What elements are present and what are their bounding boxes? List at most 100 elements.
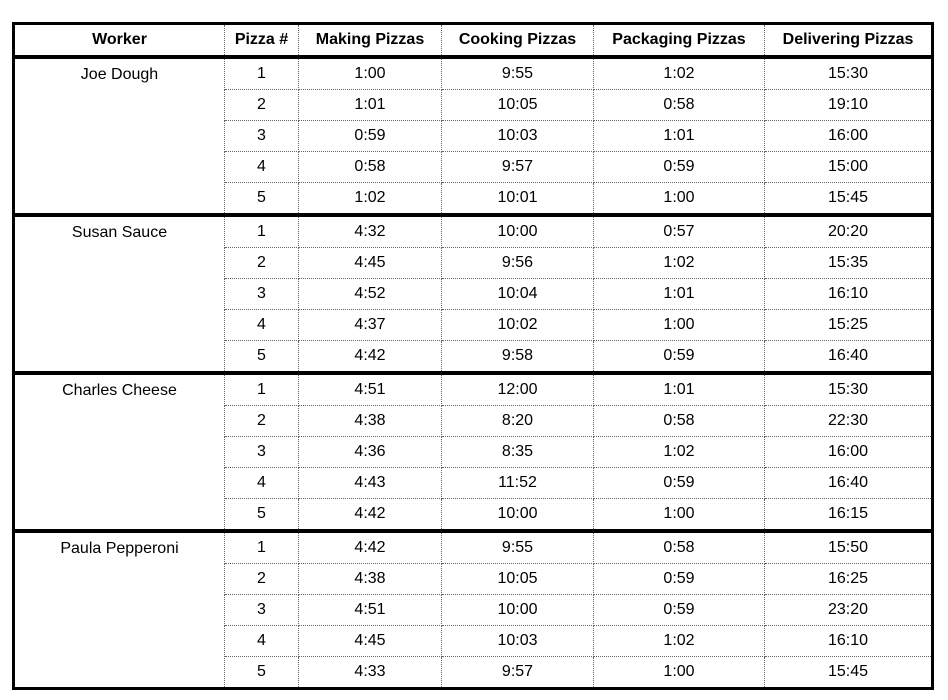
making-cell: 4:42	[298, 340, 442, 374]
table-row: 2 4:38 8:20 0:58 22:30	[14, 405, 933, 437]
packaging-cell: 0:59	[593, 151, 765, 183]
table-row: 3 4:36 8:35 1:02 16:00	[14, 436, 933, 468]
packaging-cell: 0:58	[593, 89, 765, 121]
delivering-cell: 20:20	[764, 213, 933, 248]
cooking-cell: 10:03	[441, 120, 594, 152]
packaging-cell: 0:58	[593, 529, 765, 564]
table-row: 4 4:45 10:03 1:02 16:10	[14, 625, 933, 657]
making-cell: 0:59	[298, 120, 442, 152]
making-cell: 1:00	[298, 56, 442, 90]
delivering-cell: 22:30	[764, 405, 933, 437]
packaging-cell: 1:01	[593, 120, 765, 152]
pizza-cell: 2	[224, 405, 299, 437]
making-cell: 4:43	[298, 467, 442, 499]
delivering-cell: 16:00	[764, 120, 933, 152]
making-cell: 4:51	[298, 594, 442, 626]
pizza-cell: 1	[224, 213, 299, 248]
delivering-cell: 15:30	[764, 56, 933, 90]
packaging-cell: 0:59	[593, 467, 765, 499]
delivering-cell: 15:00	[764, 151, 933, 183]
delivering-cell: 15:45	[764, 656, 933, 689]
pizza-cell: 1	[224, 371, 299, 406]
making-cell: 4:32	[298, 213, 442, 248]
pizza-cell: 5	[224, 182, 299, 216]
worker-name: Paula Pepperoni	[13, 529, 225, 689]
packaging-cell: 1:00	[593, 656, 765, 689]
pizza-cell: 5	[224, 498, 299, 532]
delivering-cell: 16:10	[764, 625, 933, 657]
delivering-cell: 23:20	[764, 594, 933, 626]
packaging-cell: 1:00	[593, 182, 765, 216]
delivering-cell: 16:40	[764, 467, 933, 499]
delivering-cell: 16:10	[764, 278, 933, 310]
delivering-cell: 16:00	[764, 436, 933, 468]
cooking-cell: 9:57	[441, 656, 594, 689]
cooking-cell: 9:57	[441, 151, 594, 183]
pizza-cell: 4	[224, 467, 299, 499]
cooking-cell: 12:00	[441, 371, 594, 406]
packaging-cell: 0:57	[593, 213, 765, 248]
delivering-cell: 15:35	[764, 247, 933, 279]
cooking-cell: 8:35	[441, 436, 594, 468]
pizza-cell: 3	[224, 278, 299, 310]
making-cell: 4:52	[298, 278, 442, 310]
table-row: 4 4:43 11:52 0:59 16:40	[14, 467, 933, 499]
making-cell: 4:51	[298, 371, 442, 406]
packaging-cell: 0:59	[593, 340, 765, 374]
cooking-cell: 9:58	[441, 340, 594, 374]
pizza-cell: 4	[224, 151, 299, 183]
pizza-cell: 1	[224, 529, 299, 564]
worker-name: Susan Sauce	[13, 213, 225, 374]
delivering-cell: 16:25	[764, 563, 933, 595]
table-row: 5 4:33 9:57 1:00 15:45	[14, 656, 933, 689]
pizza-cell: 2	[224, 89, 299, 121]
delivering-cell: 15:50	[764, 529, 933, 564]
packaging-cell: 1:00	[593, 309, 765, 341]
table-row: Charles Cheese 1 4:51 12:00 1:01 15:30	[13, 371, 933, 532]
table-row: 5 4:42 10:00 1:00 16:15	[14, 498, 933, 532]
packaging-cell: 1:01	[593, 371, 765, 406]
pizza-cell: 1	[224, 56, 299, 90]
delivering-cell: 16:40	[764, 340, 933, 374]
header-delivering: Delivering Pizzas	[764, 23, 933, 59]
table-row: 2 4:38 10:05 0:59 16:25	[14, 563, 933, 595]
pizza-cell: 3	[224, 594, 299, 626]
pizza-cell: 5	[224, 656, 299, 689]
table-row: 4 0:58 9:57 0:59 15:00	[14, 151, 933, 183]
packaging-cell: 1:02	[593, 625, 765, 657]
making-cell: 4:33	[298, 656, 442, 689]
packaging-cell: 1:02	[593, 56, 765, 90]
cooking-cell: 10:00	[441, 594, 594, 626]
table-row: Joe Dough 1 1:00 9:55 1:02 15:30	[13, 56, 933, 216]
header-worker: Worker	[13, 23, 225, 59]
table-row: 4 4:37 10:02 1:00 15:25	[14, 309, 933, 341]
making-cell: 1:01	[298, 89, 442, 121]
cooking-cell: 9:55	[441, 529, 594, 564]
cooking-cell: 10:00	[441, 213, 594, 248]
header-making: Making Pizzas	[298, 23, 442, 59]
cooking-cell: 10:04	[441, 278, 594, 310]
cooking-cell: 10:05	[441, 563, 594, 595]
pizza-cell: 2	[224, 247, 299, 279]
making-cell: 4:38	[298, 563, 442, 595]
cooking-cell: 10:00	[441, 498, 594, 532]
cooking-cell: 11:52	[441, 467, 594, 499]
packaging-cell: 1:01	[593, 278, 765, 310]
making-cell: 4:42	[298, 529, 442, 564]
delivering-cell: 15:30	[764, 371, 933, 406]
table-row: 5 4:42 9:58 0:59 16:40	[14, 340, 933, 374]
making-cell: 4:42	[298, 498, 442, 532]
making-cell: 4:45	[298, 625, 442, 657]
pizza-cell: 3	[224, 436, 299, 468]
delivering-cell: 16:15	[764, 498, 933, 532]
cooking-cell: 10:03	[441, 625, 594, 657]
making-cell: 4:37	[298, 309, 442, 341]
packaging-cell: 0:59	[593, 563, 765, 595]
header-cooking: Cooking Pizzas	[441, 23, 594, 59]
pizza-cell: 4	[224, 625, 299, 657]
delivering-cell: 15:25	[764, 309, 933, 341]
pizza-cell: 4	[224, 309, 299, 341]
table-row: 2 4:45 9:56 1:02 15:35	[14, 247, 933, 279]
table-row: 3 4:51 10:00 0:59 23:20	[14, 594, 933, 626]
table-body: Joe Dough 1 1:00 9:55 1:02 15:30 2 1:01 10:05 0:5…	[13, 56, 933, 689]
